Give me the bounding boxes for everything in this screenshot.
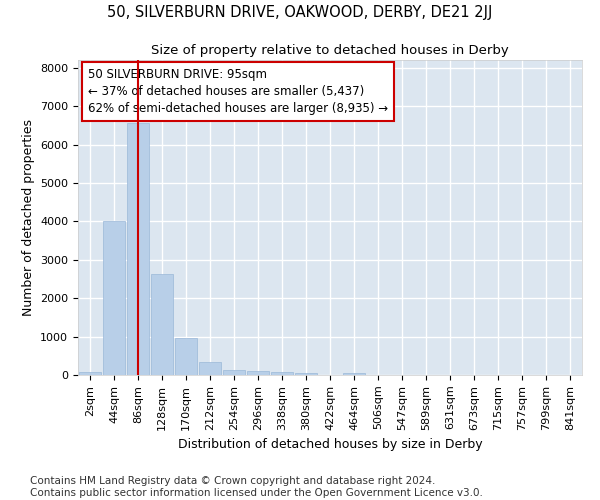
Text: Contains HM Land Registry data © Crown copyright and database right 2024.
Contai: Contains HM Land Registry data © Crown c… — [30, 476, 483, 498]
Text: 50, SILVERBURN DRIVE, OAKWOOD, DERBY, DE21 2JJ: 50, SILVERBURN DRIVE, OAKWOOD, DERBY, DE… — [107, 5, 493, 20]
Bar — [127, 124, 149, 375]
Bar — [343, 372, 365, 375]
Bar — [79, 372, 101, 375]
Title: Size of property relative to detached houses in Derby: Size of property relative to detached ho… — [151, 44, 509, 58]
Bar — [271, 372, 293, 375]
Bar — [247, 371, 269, 375]
Bar — [175, 338, 197, 375]
Bar — [223, 370, 245, 375]
Bar — [295, 373, 317, 375]
Y-axis label: Number of detached properties: Number of detached properties — [22, 119, 35, 316]
X-axis label: Distribution of detached houses by size in Derby: Distribution of detached houses by size … — [178, 438, 482, 451]
Bar — [199, 362, 221, 375]
Bar — [103, 222, 125, 375]
Bar — [151, 274, 173, 375]
Text: 50 SILVERBURN DRIVE: 95sqm
← 37% of detached houses are smaller (5,437)
62% of s: 50 SILVERBURN DRIVE: 95sqm ← 37% of deta… — [88, 68, 388, 115]
